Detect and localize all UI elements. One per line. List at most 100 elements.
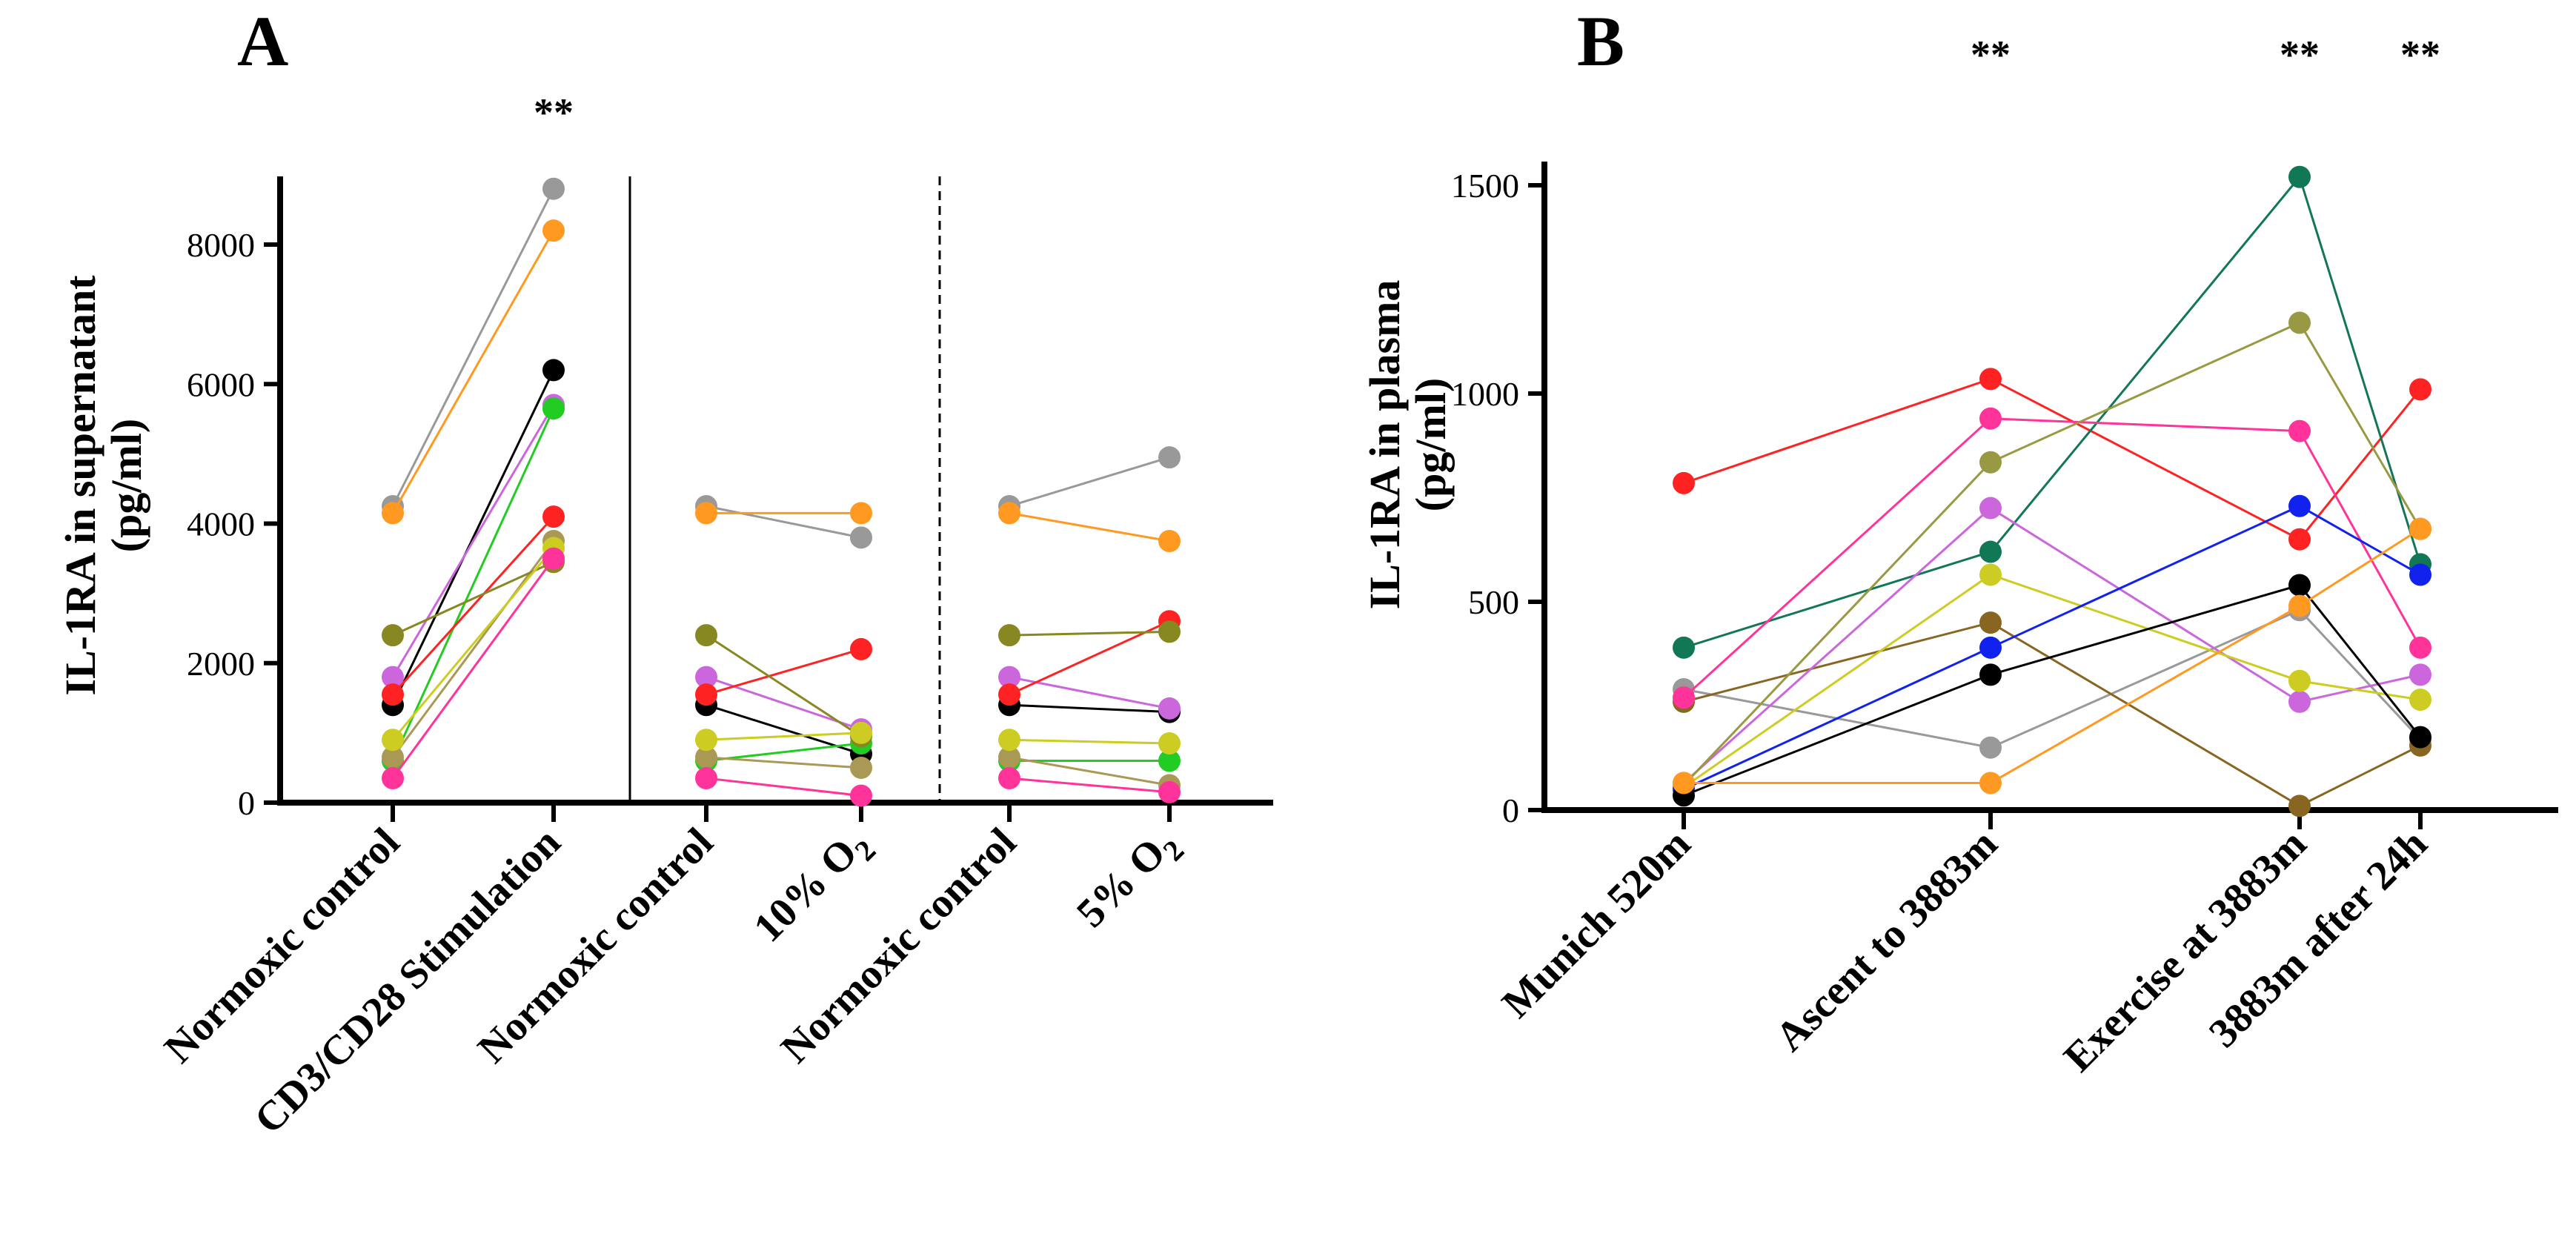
panel-b-data-point [1979,663,2002,686]
panel-a-series-line [392,560,554,637]
panel-b-series-yellow [1673,563,2431,799]
panel-a-series-line [1009,511,1170,543]
panel-a-series-line [706,756,862,769]
panel-a-series-line [1009,620,1170,696]
panel-a-data-point [1158,780,1181,803]
panel-a-y-tick-label: 8000 [187,226,255,264]
panel-a-data-point [1158,697,1181,720]
panel-b-series-grey [1673,599,2431,759]
panel-a-data-point [850,637,872,660]
panel-b-series-line [1683,573,2421,789]
panel-a-x-tick-label: 5% O2 [1068,819,1190,941]
panel-b-x-tick-label: Munich 520m [1493,820,1699,1026]
panel-a-series-line [391,557,555,779]
panel-a-data-point [998,767,1020,790]
panel-a-y-tick-label: 0 [238,784,255,822]
panel-b-data-point [1673,772,1695,794]
panel-a-x-tick-label: CD3/CD28 Stimulation [246,819,570,1143]
panel-b-data-point [2409,663,2431,686]
panel-a-data-point [382,729,404,752]
panel-a-data-point [695,746,717,769]
panel-b-y-tick-label: 1000 [1451,375,1519,413]
panel-a-data-point [382,767,404,790]
panel-b-letter: B [1577,1,1624,81]
panel-a-data-point [850,784,872,807]
panel-b-y-axis-title: IL-1RA in plasma (pg/ml) [1361,280,1455,610]
panel-b-series-pink [1673,407,2431,709]
panel-a-y-axis-title: IL-1RA in supernatant (pg/ml) [56,275,150,696]
panel-b-series-line [1683,505,2421,791]
panel-b-data-point [2288,165,2311,188]
panel-b-series-line [1682,321,2422,786]
panel-b-y-tick-label: 0 [1502,792,1519,829]
panel-a-series-line [391,540,555,758]
panel-a-data-point [695,767,717,790]
panel-b-significance-label: ** [2280,33,2320,77]
panel-a-series-line [391,230,555,514]
panel-a-data-point [542,397,565,420]
panel-a-data-point [542,547,565,570]
panel-a-series-yellow [382,537,1181,754]
panel-a-series-line [1009,738,1170,745]
panel-a-data-point [382,624,404,647]
panel-a-series-line [706,648,862,696]
panel-b-series-teal [1673,165,2431,659]
panel-a-data-point [850,721,872,744]
panel-a-series-line [706,732,862,741]
panel-a-series-line [391,516,555,696]
panel-b-y-tick-label: 500 [1468,583,1519,621]
panel-b-data-point [2288,528,2311,551]
panel-a-ylabel-line1: IL-1RA in supernatant [56,275,104,696]
panel-b-series-line [1682,506,2421,784]
panel-b-data-point [2409,689,2431,711]
panel-a-x-tick-label-subscript: 2 [1156,833,1190,867]
panel-b-x-tick-label: 3883m after 24h [2200,820,2436,1056]
panel-a-series-line [1009,777,1170,794]
panel-b-data-point [1979,636,2002,659]
panel-a-series-line [1009,676,1170,710]
panel-b-x-tick-label: Ascent to 3883m [1767,820,2006,1060]
panel-a-significance-label: ** [534,90,574,135]
panel-b-data-point [1979,368,2002,391]
panel-b-data-point [1979,563,2002,586]
panel-b-data-point [1673,686,1695,709]
panel-b-data-point [1979,736,2002,759]
panel-b-data-point [1979,497,2002,520]
panel-a-y-tick-label: 4000 [187,505,255,543]
panel-b-series-line [1683,377,2422,541]
panel-b-data-point [2288,419,2311,442]
panel-a-data-point [695,729,717,752]
panel-b-data-point [1979,407,2002,430]
panel-b-data-point [2409,636,2431,659]
panel-b-data-point [2288,574,2311,597]
panel-b-series-line [1684,528,2421,784]
panel-a-data-point [998,683,1020,706]
panel-a-data-point [382,502,404,525]
panel-a-data-point [998,666,1020,689]
panel-a-data-point [542,359,565,382]
panel-a-data-point [542,219,565,242]
panel-a-data-point [1158,620,1181,643]
panel-a-series-line [1009,456,1170,508]
panel-b-significance-label: ** [2400,33,2440,77]
panel-a-data-point [382,666,404,689]
panel-a-data-point [382,746,404,769]
panel-b-data-point [1979,540,2002,563]
panel-a-series-line [706,505,862,539]
panel-b-data-point [2288,690,2311,713]
panel-a-data-point [850,526,872,549]
panel-b-data-point [2409,378,2431,401]
panel-a-data-point [998,746,1020,769]
panel-a-series-line [391,547,555,741]
panel-b-series-line [1683,174,2422,649]
panel-b-data-point [2288,494,2311,517]
panel-a-data-point [695,502,717,525]
panel-a-series-pink [382,547,1181,807]
panel-a-series-orange [382,219,1181,553]
panel-a-ylabel-line2: (pg/ml) [102,419,150,552]
panel-a-series-line [391,404,555,678]
panel-b-significance-label: ** [1971,33,2011,77]
panel-a-series-line [391,188,555,507]
panel-b-data-point [2288,311,2311,334]
